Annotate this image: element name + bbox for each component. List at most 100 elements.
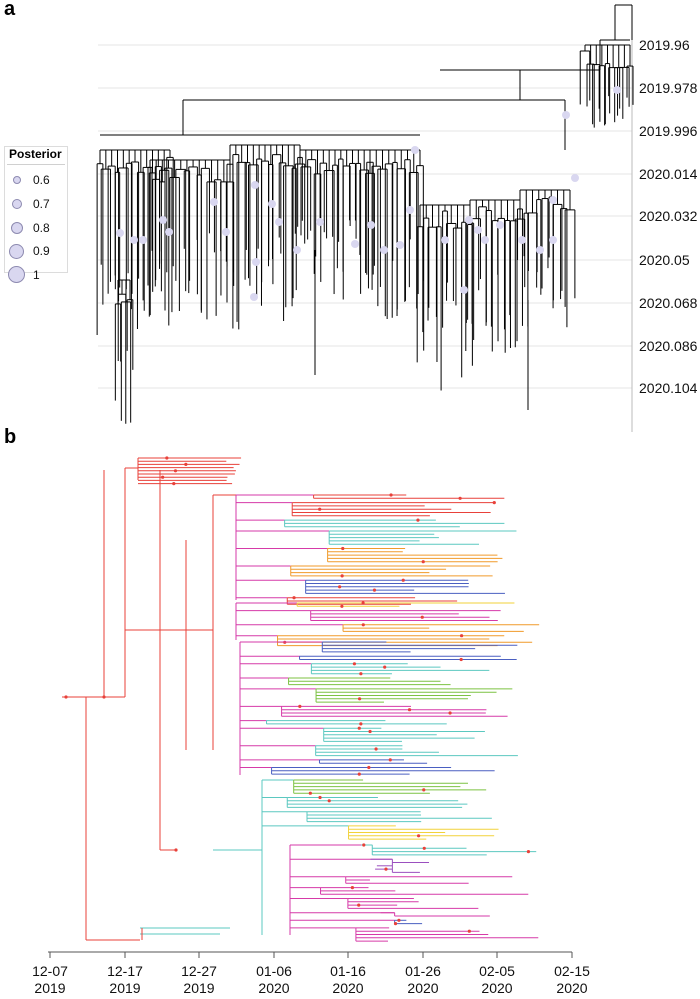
y-tick-label: 2020.032 (639, 208, 698, 224)
x-tick-label: 12-07 2019 (32, 963, 68, 996)
node-dot (341, 546, 345, 551)
posterior-circle-icon (13, 176, 21, 184)
y-tick-label: 2019.996 (639, 123, 698, 139)
posterior-circle-icon (8, 266, 25, 283)
posterior-node (380, 246, 388, 254)
node-dot (357, 697, 362, 701)
x-tick-label: 02-15 2020 (554, 963, 590, 996)
posterior-node (481, 236, 489, 244)
node-dot (350, 886, 354, 890)
node-dot (318, 507, 322, 511)
legend-item: 0.6 (5, 171, 65, 191)
node-dot (357, 772, 361, 776)
node-dot (459, 634, 464, 638)
node-dot (340, 604, 344, 608)
posterior-node (250, 293, 258, 301)
node-dot (421, 560, 425, 564)
posterior-node (396, 241, 404, 249)
posterior-node (571, 174, 579, 182)
node-dot (368, 729, 372, 734)
node-dot (422, 788, 426, 792)
posterior-node (367, 221, 375, 229)
x-tick-label: 01-06 2020 (256, 963, 292, 996)
posterior-node (460, 286, 468, 294)
posterior-node (130, 236, 138, 244)
node-dot (407, 708, 412, 712)
legend-label: 1 (33, 268, 40, 282)
node-dot (292, 596, 296, 600)
posterior-node (496, 221, 504, 229)
legend-title: Posterior (9, 147, 62, 161)
node-dot (420, 615, 424, 619)
y-tick-label: 2019.978 (639, 80, 698, 96)
node-dot (422, 846, 426, 850)
posterior-node (406, 206, 414, 214)
legend-label: 0.8 (33, 221, 50, 235)
posterior-node (165, 228, 173, 236)
node-dot (357, 903, 361, 907)
node-dot (357, 726, 361, 730)
node-dot (308, 791, 312, 795)
posterior-node (251, 181, 259, 189)
node-dot (172, 482, 176, 486)
posterior-node (613, 86, 621, 94)
legend-label: 0.7 (33, 197, 50, 211)
legend-item: 0.7 (5, 195, 65, 215)
posterior-circle-icon (9, 244, 24, 259)
x-tick-label: 12-27 2019 (181, 963, 217, 996)
posterior-node (210, 198, 218, 206)
node-dot (388, 758, 392, 762)
posterior-node (159, 216, 167, 224)
node-dot (352, 662, 357, 666)
posterior-node (275, 218, 283, 226)
node-dot (492, 501, 496, 505)
node-dot (318, 795, 322, 800)
posterior-node (351, 240, 359, 248)
legend-item: 1 (5, 266, 65, 286)
node-dot (340, 574, 344, 578)
posterior-node (293, 246, 301, 254)
posterior-node (268, 200, 276, 208)
posterior-node (549, 196, 557, 204)
node-dot (372, 588, 377, 592)
node-dot (327, 799, 331, 803)
legend-label: 0.9 (33, 244, 50, 258)
node-dot (416, 518, 420, 522)
node-dot (393, 922, 398, 926)
y-tick-label: 2020.086 (639, 338, 698, 354)
node-dot (467, 929, 471, 933)
node-dot (416, 834, 421, 838)
node-dot (459, 657, 463, 662)
node-dot (165, 456, 169, 460)
y-tick-label: 2020.068 (639, 295, 698, 311)
legend-divider (7, 164, 65, 165)
y-tick-label: 2020.05 (639, 252, 690, 268)
panel-a-tree (96, 4, 634, 432)
node-dot (389, 493, 393, 497)
node-dot (401, 578, 405, 582)
node-dot (174, 848, 178, 852)
posterior-node (222, 228, 230, 236)
node-dot (338, 585, 342, 589)
x-tick-label: 02-05 2020 (479, 963, 515, 996)
posterior-node (116, 229, 124, 237)
posterior-node (316, 218, 324, 226)
posterior-node (536, 246, 544, 254)
legend-item: 0.8 (5, 219, 65, 239)
posterior-node (549, 236, 557, 244)
y-tick-label: 2019.96 (639, 37, 690, 53)
node-dot (526, 850, 531, 854)
legend-item: 0.9 (5, 242, 65, 262)
posterior-circle-icon (11, 222, 23, 234)
node-dot (161, 475, 165, 479)
panel-a-label: a (4, 0, 16, 20)
node-dot (458, 496, 462, 500)
posterior-node (252, 258, 260, 266)
node-dot (361, 623, 365, 627)
posterior-node (562, 111, 570, 119)
node-dot (374, 747, 378, 751)
node-dot (383, 665, 387, 669)
posterior-node (411, 146, 419, 154)
x-tick-label: 01-16 2020 (330, 963, 366, 996)
node-dot (361, 601, 365, 605)
